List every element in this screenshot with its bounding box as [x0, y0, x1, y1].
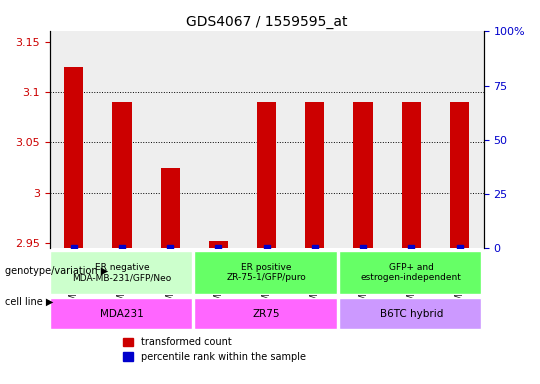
Text: GFP+ and
estrogen-independent: GFP+ and estrogen-independent	[361, 263, 462, 282]
Bar	[450, 102, 469, 248]
Bar	[160, 168, 180, 248]
Bar	[64, 67, 83, 248]
Bar	[339, 298, 481, 329]
Text: B6TC hybrid: B6TC hybrid	[380, 308, 443, 319]
Title: GDS4067 / 1559595_at: GDS4067 / 1559595_at	[186, 15, 347, 29]
Text: cell line ▶: cell line ▶	[5, 296, 54, 306]
Bar	[209, 242, 228, 248]
Bar	[402, 102, 421, 248]
Legend: transformed count, percentile rank within the sample: transformed count, percentile rank withi…	[119, 333, 310, 366]
Text: genotype/variation ▶: genotype/variation ▶	[5, 266, 109, 276]
Bar	[305, 102, 325, 248]
Text: ER positive
ZR-75-1/GFP/puro: ER positive ZR-75-1/GFP/puro	[227, 263, 307, 282]
Bar	[354, 102, 373, 248]
Text: ZR75: ZR75	[253, 308, 280, 319]
Bar	[50, 298, 192, 329]
Bar	[339, 251, 481, 294]
Bar	[112, 102, 132, 248]
Bar	[50, 251, 192, 294]
Bar	[194, 298, 336, 329]
Text: ER negative
MDA-MB-231/GFP/Neo: ER negative MDA-MB-231/GFP/Neo	[72, 263, 172, 282]
Bar	[194, 251, 336, 294]
Bar	[257, 102, 276, 248]
Text: MDA231: MDA231	[100, 308, 144, 319]
